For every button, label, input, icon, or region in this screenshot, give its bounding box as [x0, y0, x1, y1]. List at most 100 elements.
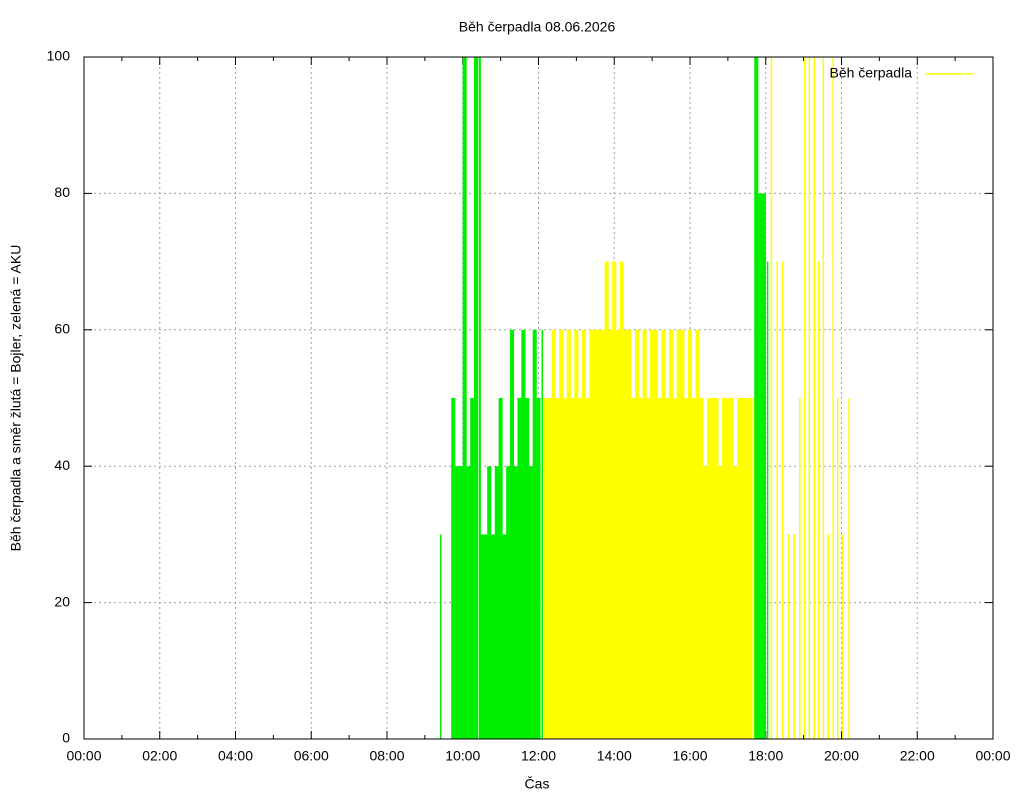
impulse — [478, 57, 481, 739]
impulse — [657, 398, 662, 739]
impulse — [458, 466, 463, 739]
impulse — [665, 398, 670, 739]
impulse — [517, 398, 522, 739]
impulse — [473, 57, 479, 739]
impulse — [559, 329, 564, 739]
impulse — [733, 466, 738, 739]
y-tick-label: 80 — [54, 184, 70, 200]
impulse — [627, 329, 632, 739]
impulse — [566, 329, 571, 739]
x-tick-label: 18:00 — [748, 748, 783, 764]
impulse — [650, 329, 655, 739]
impulse — [770, 57, 773, 739]
impulse — [608, 329, 613, 739]
y-tick-label: 60 — [54, 321, 70, 337]
impulse — [604, 261, 609, 739]
y-tick-label: 40 — [54, 457, 70, 473]
impulse — [615, 329, 621, 739]
impulse — [631, 398, 636, 739]
impulse — [848, 398, 850, 739]
impulse — [787, 534, 790, 739]
impulse — [619, 261, 624, 739]
impulse — [451, 398, 456, 739]
impulse — [536, 398, 541, 739]
impulse — [491, 534, 496, 739]
y-axis-label: Běh čerpadla a směr žlutá = Bojler, zele… — [8, 245, 24, 552]
impulse — [836, 398, 839, 739]
x-tick-label: 08:00 — [369, 748, 404, 764]
impulse — [813, 57, 815, 739]
y-tick-label: 0 — [62, 730, 70, 746]
impulse — [462, 57, 467, 739]
impulse — [841, 534, 844, 739]
impulse — [758, 193, 763, 739]
impulse — [766, 261, 769, 739]
impulse — [470, 398, 475, 739]
impulse — [521, 329, 526, 739]
x-tick-label: 04:00 — [218, 748, 253, 764]
impulse — [761, 193, 766, 739]
impulse — [593, 329, 598, 739]
impulse — [585, 398, 590, 739]
impulse — [562, 398, 568, 739]
x-tick-label: 02:00 — [142, 748, 177, 764]
impulse — [532, 329, 537, 739]
impulse — [574, 329, 579, 739]
impulse — [642, 329, 647, 739]
y-tick-label: 20 — [54, 593, 70, 609]
impulse — [638, 398, 643, 739]
impulse — [804, 57, 806, 739]
impulse — [782, 261, 784, 739]
impulse — [528, 466, 533, 739]
impulse — [578, 398, 583, 739]
impulse — [793, 534, 795, 739]
impulse — [483, 534, 488, 739]
impulse — [672, 398, 677, 739]
impulse — [699, 398, 704, 739]
x-tick-label: 22:00 — [900, 748, 935, 764]
impulse — [832, 57, 834, 739]
chart-title: Běh čerpadla 08.06.2026 — [459, 19, 616, 35]
impulse — [703, 466, 708, 739]
impulse — [513, 466, 518, 739]
impulse — [623, 329, 628, 739]
impulse — [466, 466, 471, 739]
impulse — [684, 398, 689, 739]
impulse — [680, 329, 685, 739]
impulse — [541, 329, 544, 739]
impulse — [555, 398, 560, 739]
impulse — [691, 398, 696, 739]
x-tick-label: 12:00 — [521, 748, 556, 764]
impulse — [799, 398, 801, 739]
impulse — [600, 329, 605, 739]
x-tick-label: 00:00 — [975, 748, 1010, 764]
impulse — [725, 398, 730, 739]
y-tick-label: 100 — [47, 48, 71, 64]
x-tick-label: 16:00 — [672, 748, 707, 764]
impulse — [494, 466, 499, 739]
impulse — [729, 398, 734, 739]
impulse — [612, 261, 617, 739]
impulse — [597, 329, 602, 739]
impulse — [498, 398, 503, 739]
impulse — [808, 57, 811, 739]
impulse — [669, 329, 674, 739]
x-tick-label: 06:00 — [294, 748, 329, 764]
impulse — [818, 261, 820, 739]
x-tick-label: 10:00 — [445, 748, 480, 764]
impulse — [547, 398, 552, 739]
impulse — [653, 329, 658, 739]
impulse — [744, 398, 749, 739]
impulse — [748, 398, 753, 739]
impulse — [525, 398, 530, 739]
impulse — [455, 466, 460, 739]
legend-label: Běh čerpadla — [829, 65, 912, 81]
impulse — [710, 398, 715, 739]
x-axis-label: Čas — [525, 776, 550, 792]
impulse — [776, 261, 778, 739]
impulse — [509, 329, 515, 739]
impulse — [822, 57, 825, 739]
plot-frame — [83, 56, 994, 740]
impulse — [740, 398, 746, 739]
